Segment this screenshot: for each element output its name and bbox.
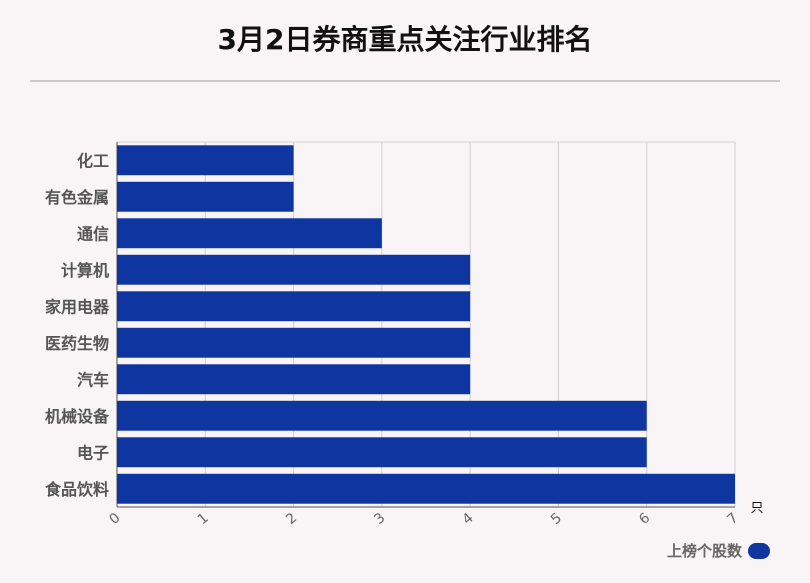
x-tick-label: 4 <box>460 510 477 528</box>
category-label: 电子 <box>77 443 109 462</box>
bar <box>117 254 471 285</box>
chart-title: 3月2日券商重点关注行业排名 <box>217 23 593 56</box>
x-tick-label: 7 <box>724 510 741 528</box>
x-tick-label: 1 <box>195 510 212 528</box>
category-label: 医药生物 <box>45 334 109 353</box>
bars <box>117 145 735 504</box>
bar <box>117 327 471 358</box>
x-tick-labels: 0 1 2 3 4 5 6 7 <box>106 510 741 528</box>
legend: 上榜个股数 <box>667 540 770 561</box>
category-label: 有色金属 <box>45 188 109 207</box>
x-tick-label: 6 <box>636 510 653 528</box>
category-label: 家用电器 <box>45 297 110 316</box>
x-tick-label: 5 <box>548 510 565 528</box>
x-tick-label: 3 <box>371 510 388 528</box>
title-divider <box>30 80 780 82</box>
bar <box>117 473 735 504</box>
x-tick-label: 2 <box>283 510 300 528</box>
bar <box>117 437 647 468</box>
legend-swatch <box>748 542 770 559</box>
category-label: 化工 <box>77 151 109 170</box>
bar <box>117 364 471 395</box>
category-label: 食品饮料 <box>44 480 109 499</box>
unit-label: 只 <box>750 501 763 516</box>
category-label: 汽车 <box>77 370 109 389</box>
legend-label: 上榜个股数 <box>666 542 742 560</box>
category-label: 计算机 <box>61 261 109 280</box>
x-tick-label: 0 <box>106 510 123 528</box>
category-label: 机械设备 <box>45 407 110 426</box>
bar <box>117 145 294 176</box>
bar <box>117 400 647 431</box>
bar <box>117 181 294 212</box>
bar <box>117 218 382 249</box>
bar <box>117 291 471 322</box>
category-label: 通信 <box>77 224 109 243</box>
